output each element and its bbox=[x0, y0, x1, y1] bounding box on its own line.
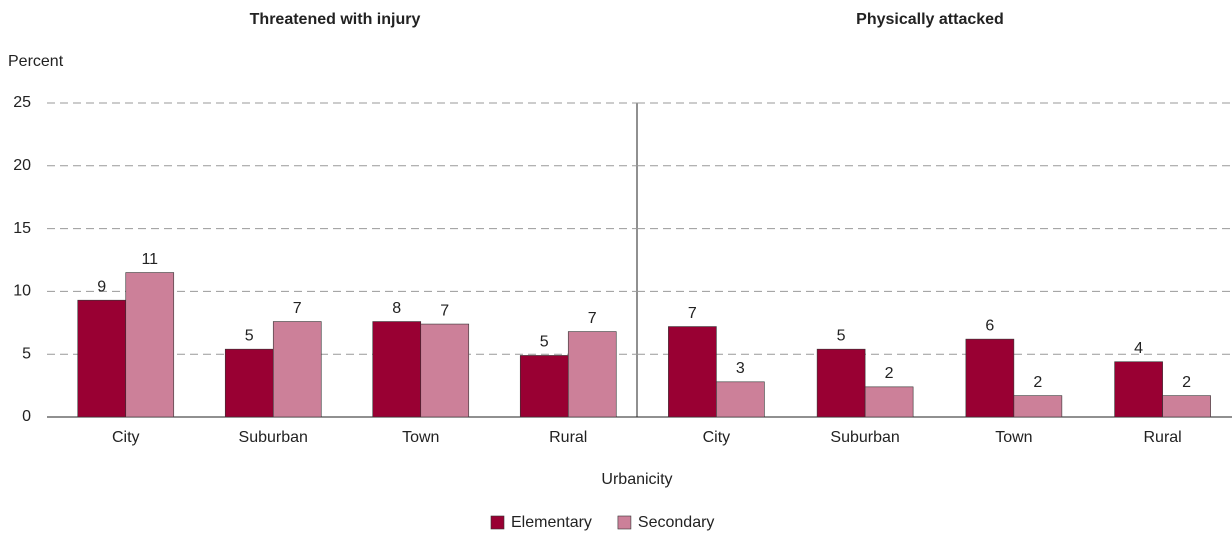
y-tick-label: 10 bbox=[13, 283, 31, 300]
bar bbox=[716, 381, 765, 418]
bar bbox=[1013, 395, 1063, 418]
bar bbox=[1114, 361, 1163, 418]
legend-label: Secondary bbox=[638, 514, 715, 531]
value-label: 7 bbox=[588, 310, 597, 327]
legend-label: Elementary bbox=[511, 514, 592, 531]
bar bbox=[816, 348, 866, 418]
legend-swatch bbox=[490, 515, 505, 530]
y-tick-label: 0 bbox=[22, 408, 31, 425]
value-label: 6 bbox=[985, 317, 994, 334]
bar bbox=[519, 355, 569, 418]
x-tick-label: Rural bbox=[549, 429, 587, 446]
bar bbox=[224, 348, 274, 418]
bar bbox=[965, 338, 1015, 418]
bar bbox=[864, 386, 914, 418]
value-label: 2 bbox=[1033, 374, 1042, 391]
y-tick-label: 15 bbox=[13, 220, 31, 237]
value-label: 5 bbox=[540, 334, 549, 351]
y-axis-label: Percent bbox=[8, 53, 64, 70]
x-tick-label: Rural bbox=[1144, 429, 1182, 446]
bar bbox=[420, 323, 470, 418]
panel-title: Threatened with injury bbox=[250, 11, 421, 28]
bar bbox=[372, 321, 422, 418]
bar bbox=[272, 321, 322, 418]
bar bbox=[668, 326, 717, 418]
value-label: 2 bbox=[1182, 374, 1191, 391]
y-tick-label: 25 bbox=[13, 94, 31, 111]
value-label: 4 bbox=[1134, 340, 1143, 357]
x-tick-label: City bbox=[112, 429, 140, 446]
bar bbox=[77, 299, 127, 418]
x-tick-label: City bbox=[703, 429, 731, 446]
value-label: 7 bbox=[440, 302, 449, 319]
bar bbox=[1162, 395, 1211, 418]
value-label: 9 bbox=[97, 278, 106, 295]
bar bbox=[567, 331, 617, 418]
value-label: 5 bbox=[837, 327, 846, 344]
x-axis-label: Urbanicity bbox=[601, 471, 672, 488]
value-label: 2 bbox=[885, 365, 894, 382]
x-tick-label: Town bbox=[402, 429, 439, 446]
y-tick-label: 5 bbox=[22, 345, 31, 362]
x-tick-label: Suburban bbox=[239, 429, 308, 446]
x-tick-label: Town bbox=[995, 429, 1032, 446]
bar bbox=[125, 272, 175, 418]
value-label: 11 bbox=[141, 251, 158, 268]
y-tick-label: 20 bbox=[13, 157, 31, 174]
x-tick-label: Suburban bbox=[830, 429, 899, 446]
value-label: 7 bbox=[688, 305, 697, 322]
legend-swatch bbox=[617, 515, 632, 530]
value-label: 8 bbox=[392, 300, 401, 317]
value-label: 7 bbox=[293, 300, 302, 317]
value-label: 3 bbox=[736, 360, 745, 377]
value-label: 5 bbox=[245, 327, 254, 344]
panel-title: Physically attacked bbox=[856, 11, 1004, 28]
